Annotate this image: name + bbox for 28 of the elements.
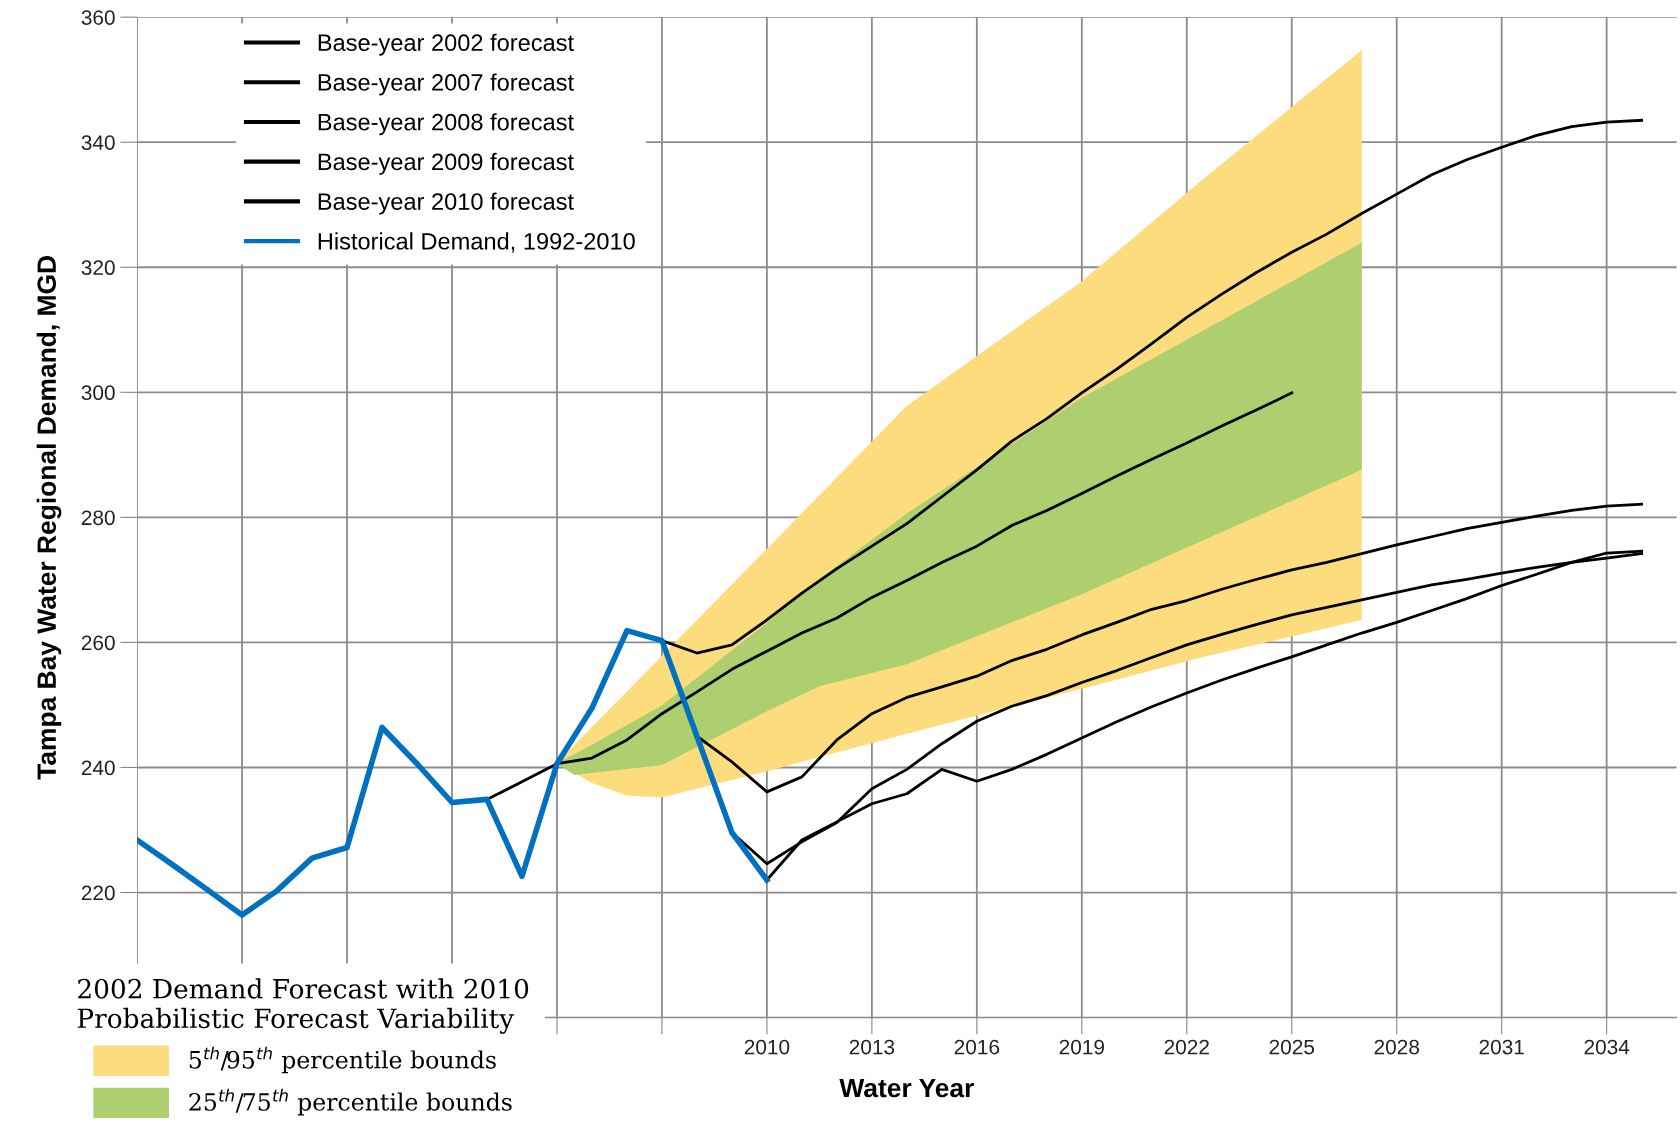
y-tick-label: 340 — [81, 135, 115, 150]
legend-label: Base-year 2007 forecast — [318, 73, 574, 96]
y-tick-label: 300 — [81, 385, 115, 401]
legend-title: 2002 Demand Forecast with 2010 Probabilistic Forecast Variability — [77, 978, 529, 1034]
x-tick-label: 2016 — [954, 1039, 1000, 1055]
y-tick-label: 220 — [81, 885, 115, 901]
legend-label: Historical Demand, 1992-2010 — [318, 232, 635, 253]
y-tick-label: 260 — [81, 635, 115, 651]
y-axis-title: Tampa Bay Water Regional Demand, MGD — [36, 256, 62, 780]
x-tick-label: 2019 — [1059, 1039, 1104, 1055]
y-tick-label: 320 — [81, 260, 115, 276]
legend-label: Base-year 2002 forecast — [318, 33, 574, 56]
legend-label: 25$^{th}$/75$^{th}$ percentile bounds — [189, 1088, 512, 1116]
legend-label: Base-year 2008 forecast — [318, 113, 574, 136]
legend-label: Base-year 2009 forecast — [318, 152, 574, 175]
x-tick-label: 2025 — [1269, 1039, 1315, 1055]
x-tick-label: 2034 — [1584, 1039, 1630, 1055]
x-axis-title: Water Year — [839, 1078, 974, 1098]
x-tick-label: 2031 — [1479, 1039, 1524, 1055]
x-tick-label: 2028 — [1374, 1039, 1419, 1055]
x-tick-label: 2013 — [849, 1039, 895, 1055]
y-tick-label: 240 — [81, 760, 115, 776]
x-tick-label: 2022 — [1164, 1039, 1209, 1055]
legend-label: Base-year 2010 forecast — [318, 192, 574, 215]
y-tick-label: 280 — [81, 510, 115, 526]
y-tick-label: 360 — [81, 10, 115, 25]
legend-label: 5$^{th}$/95$^{th}$ percentile bounds — [189, 1046, 496, 1074]
x-tick-label: 2010 — [744, 1039, 790, 1055]
